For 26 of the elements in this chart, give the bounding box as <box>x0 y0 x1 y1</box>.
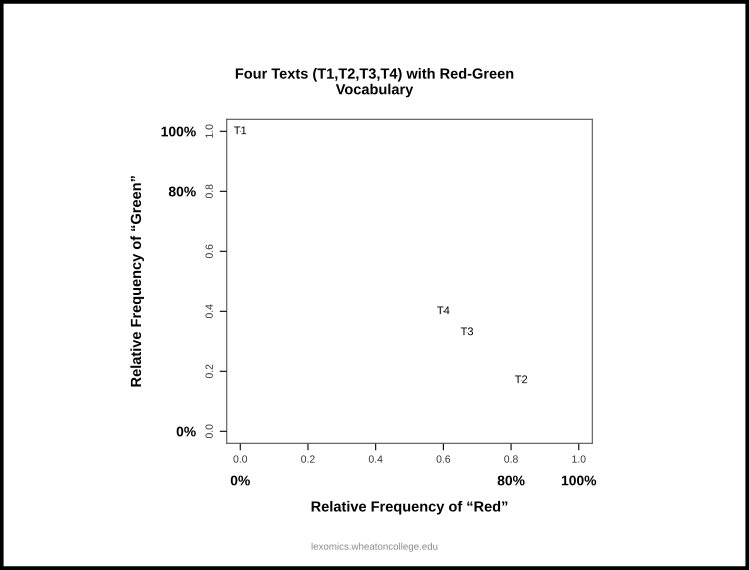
y2-tick-label: 0.4 <box>205 304 213 318</box>
x2-tick-label: 80% <box>498 476 525 486</box>
text: lexomics.wheatoncollege.edu <box>312 542 438 552</box>
y-tick-label: 0% <box>176 426 196 436</box>
y2-tick-label: 0.6 <box>205 244 213 258</box>
x-tick-label: 1.0 <box>572 455 586 463</box>
series-label: T2 <box>514 375 528 384</box>
series-label: T4 <box>437 306 450 314</box>
x-axis-title: Relative Frequency of “Red” <box>312 500 508 515</box>
y-tick-label: 100% <box>162 126 196 136</box>
x-tick-label: 0.2 <box>301 455 315 463</box>
x-tick-label: 0.4 <box>368 455 383 463</box>
x2-tick-label: 100% <box>562 476 596 486</box>
x-tick-label: 0.6 <box>436 455 450 463</box>
x-tick-label: 0.8 <box>504 455 518 463</box>
y-axis-title: Relative Frequency of “Green” <box>130 176 144 386</box>
y-tick-label: 80% <box>168 186 196 196</box>
y2-tick-label: 0.8 <box>205 184 213 198</box>
x-tick-label: 0.0 <box>233 455 248 463</box>
x2-tick-label: 0% <box>230 476 250 486</box>
y2-tick-label: 0.2 <box>205 364 213 378</box>
series-label: T3 <box>460 327 474 336</box>
chart-title: Four Texts (T1,T2,T3,T4) with Red-Green Vocabulary <box>236 68 514 98</box>
y2-tick-label: 0.0 <box>205 424 213 438</box>
series-label: T1 <box>234 126 246 134</box>
y2-tick-label: 1.0 <box>205 124 213 138</box>
